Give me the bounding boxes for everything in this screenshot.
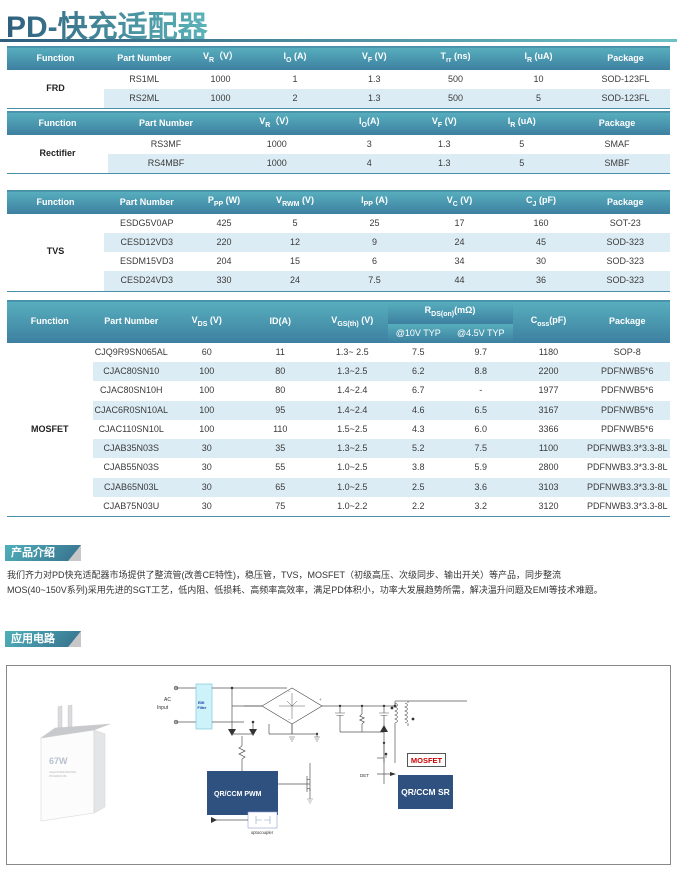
- svg-text:~: ~: [288, 689, 291, 694]
- svg-text:Output:5V3A/9V3A/12V3A: Output:5V3A/9V3A/12V3A: [49, 771, 76, 774]
- svg-text:DET: DET: [360, 773, 369, 778]
- svg-text:optocoupler: optocoupler: [251, 830, 274, 835]
- svg-text:Input: Input: [157, 705, 169, 711]
- svg-text:+: +: [319, 697, 322, 702]
- svg-text:67W: 67W: [49, 756, 68, 766]
- svg-text:Filter: Filter: [198, 706, 207, 710]
- svg-text:AC: AC: [164, 697, 171, 703]
- svg-text:EMI: EMI: [198, 701, 204, 705]
- svg-text:15V3A/20V3.25A: 15V3A/20V3.25A: [49, 775, 67, 778]
- svg-text:QR/CCM PWM: QR/CCM PWM: [214, 791, 262, 798]
- svg-text:~: ~: [288, 717, 291, 722]
